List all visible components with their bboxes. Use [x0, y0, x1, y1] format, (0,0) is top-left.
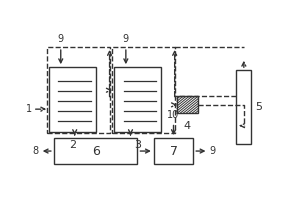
Text: 4: 4 — [184, 121, 191, 131]
Text: 6: 6 — [92, 145, 100, 158]
FancyBboxPatch shape — [54, 138, 137, 164]
FancyBboxPatch shape — [154, 138, 193, 164]
FancyBboxPatch shape — [177, 96, 198, 113]
FancyBboxPatch shape — [49, 67, 96, 132]
Text: 7: 7 — [169, 145, 178, 158]
FancyBboxPatch shape — [236, 70, 251, 144]
Text: 5: 5 — [255, 102, 262, 112]
Text: 9: 9 — [58, 34, 64, 44]
Text: 2: 2 — [69, 140, 76, 150]
Text: 9: 9 — [123, 34, 129, 44]
Text: 3: 3 — [134, 140, 141, 150]
Text: 9: 9 — [210, 146, 216, 156]
Text: 8: 8 — [32, 146, 39, 156]
Text: 1: 1 — [26, 104, 32, 114]
FancyBboxPatch shape — [114, 67, 161, 132]
Text: 10: 10 — [167, 110, 180, 120]
